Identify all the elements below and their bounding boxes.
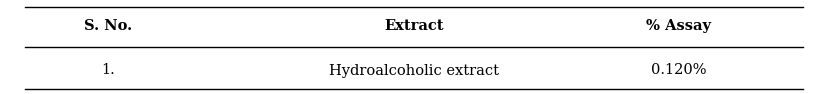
- Text: Extract: Extract: [384, 19, 443, 33]
- Text: Hydroalcoholic extract: Hydroalcoholic extract: [328, 64, 499, 77]
- Text: 1.: 1.: [101, 64, 114, 77]
- Text: S. No.: S. No.: [84, 19, 131, 33]
- Text: % Assay: % Assay: [646, 19, 710, 33]
- Text: 0.120%: 0.120%: [650, 64, 706, 77]
